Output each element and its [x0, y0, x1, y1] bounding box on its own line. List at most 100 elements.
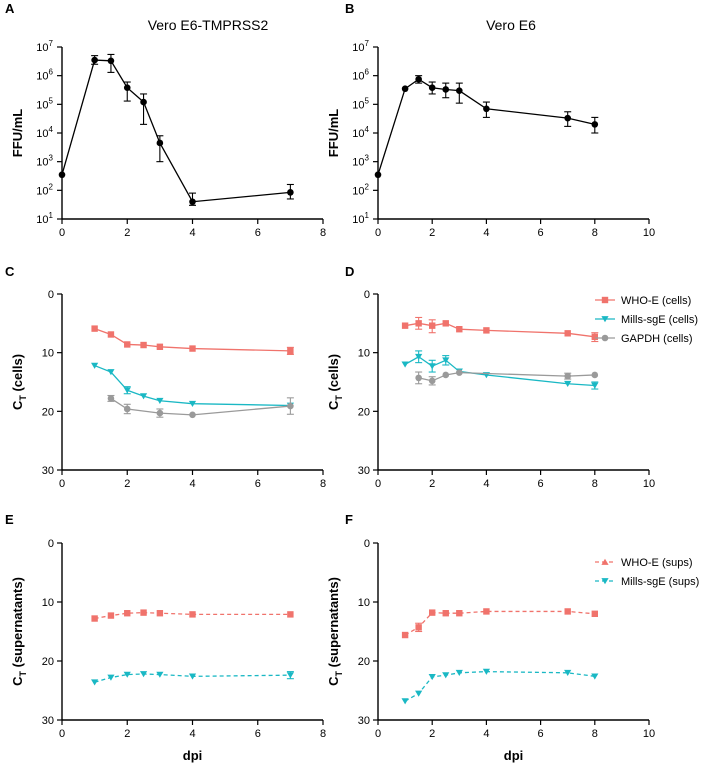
y-tick-label: 10 — [358, 597, 370, 609]
x-axis-label: dpi — [504, 748, 524, 763]
data-point — [156, 671, 164, 678]
series-gapdh-cells — [415, 369, 599, 386]
data-point — [428, 363, 436, 370]
panel-letter: D — [345, 264, 354, 279]
data-point — [286, 672, 294, 679]
y-tick-exponent: 2 — [49, 182, 54, 191]
data-point — [124, 610, 131, 617]
y-tick-base: 10 — [36, 185, 48, 197]
legend-marker — [601, 558, 609, 565]
series-line — [377, 78, 595, 175]
data-point — [442, 86, 450, 93]
data-point — [455, 669, 463, 677]
series-who-e-cells — [91, 325, 294, 355]
panel-letter: F — [345, 512, 353, 527]
x-tick-label: 4 — [483, 478, 489, 490]
data-point — [58, 171, 66, 179]
legend-marker — [601, 296, 609, 304]
data-point — [374, 171, 382, 179]
data-point — [428, 674, 436, 681]
y-tick-base: 10 — [352, 128, 364, 140]
y-tick-label: 106 — [36, 68, 53, 83]
panel-e: E 0 2 4 6 8 0 10 20 30 CT (supernatants) dpi — [5, 512, 326, 763]
data-point — [564, 372, 571, 380]
data-point — [456, 326, 463, 333]
y-axis-label-main: C — [326, 400, 341, 410]
x-tick-label: 0 — [59, 478, 65, 490]
series-vero-e6 — [374, 75, 599, 179]
series-mills-sge-sups — [91, 671, 294, 686]
y-tick-base: 10 — [352, 185, 364, 197]
data-point — [591, 121, 599, 128]
legend-marker — [601, 316, 609, 323]
data-point — [287, 347, 294, 355]
y-tick-label: 106 — [352, 68, 369, 83]
data-point — [123, 671, 131, 678]
y-tick-label: 10 — [358, 348, 370, 360]
data-point — [564, 608, 571, 615]
x-tick-label: 8 — [592, 728, 598, 740]
data-point — [483, 608, 490, 615]
y-tick-base: 10 — [36, 214, 48, 226]
y-axis-label-rest: (supernatants) — [10, 577, 25, 671]
data-point — [401, 322, 409, 329]
data-point — [287, 402, 294, 410]
x-tick-label: 8 — [320, 478, 326, 490]
y-tick-base: 10 — [36, 128, 48, 140]
series-line — [404, 356, 595, 387]
data-point — [415, 690, 423, 697]
y-tick-label: 105 — [352, 96, 369, 111]
x-tick-label: 10 — [643, 728, 655, 740]
y-tick-exponent: 6 — [365, 68, 370, 77]
data-point — [591, 333, 598, 341]
data-point — [442, 610, 449, 617]
y-tick-exponent: 1 — [365, 211, 370, 220]
y-tick-exponent: 1 — [49, 211, 54, 220]
data-point — [564, 669, 572, 677]
y-tick-label: 0 — [48, 538, 54, 550]
y-tick-label: 0 — [364, 289, 370, 301]
y-tick-base: 10 — [36, 42, 48, 54]
x-tick-label: 4 — [189, 478, 195, 490]
y-axis-label-subscript: T — [334, 671, 344, 677]
y-tick-exponent: 3 — [365, 154, 370, 163]
legend-marker — [601, 334, 609, 342]
y-tick-exponent: 4 — [365, 125, 370, 134]
x-tick-label: 4 — [189, 227, 195, 239]
data-point — [91, 325, 98, 332]
y-tick-label: 104 — [352, 125, 369, 140]
y-tick-base: 10 — [352, 71, 364, 83]
data-point — [156, 409, 164, 417]
data-point — [124, 341, 131, 348]
y-tick-exponent: 5 — [365, 96, 370, 105]
data-point — [415, 374, 422, 382]
data-point — [91, 679, 99, 686]
panel-letter: E — [5, 512, 14, 527]
data-point — [442, 357, 450, 364]
x-axis-label: dpi — [183, 748, 203, 763]
y-tick-base: 10 — [36, 71, 48, 83]
series-line — [61, 59, 291, 203]
y-axis-label: CT (supernatants) — [10, 577, 28, 686]
data-point — [140, 341, 147, 349]
legend-marker — [601, 578, 609, 585]
legend: WHO-E (sups) Mills-sgE (sups) — [595, 557, 699, 588]
data-point — [140, 609, 147, 616]
y-axis-label: FFU/mL — [10, 109, 25, 157]
series-line — [404, 670, 595, 702]
x-tick-label: 6 — [538, 728, 544, 740]
x-tick-label: 6 — [538, 478, 544, 490]
y-tick-label: 104 — [36, 125, 53, 140]
data-point — [107, 674, 115, 681]
y-tick-label: 20 — [42, 656, 54, 668]
data-point — [442, 371, 450, 379]
y-tick-label: 103 — [352, 154, 369, 169]
x-tick-label: 8 — [592, 478, 598, 490]
y-tick-exponent: 7 — [365, 39, 370, 48]
data-point — [483, 327, 490, 334]
x-tick-label: 2 — [429, 728, 435, 740]
y-tick-exponent: 2 — [365, 182, 370, 191]
